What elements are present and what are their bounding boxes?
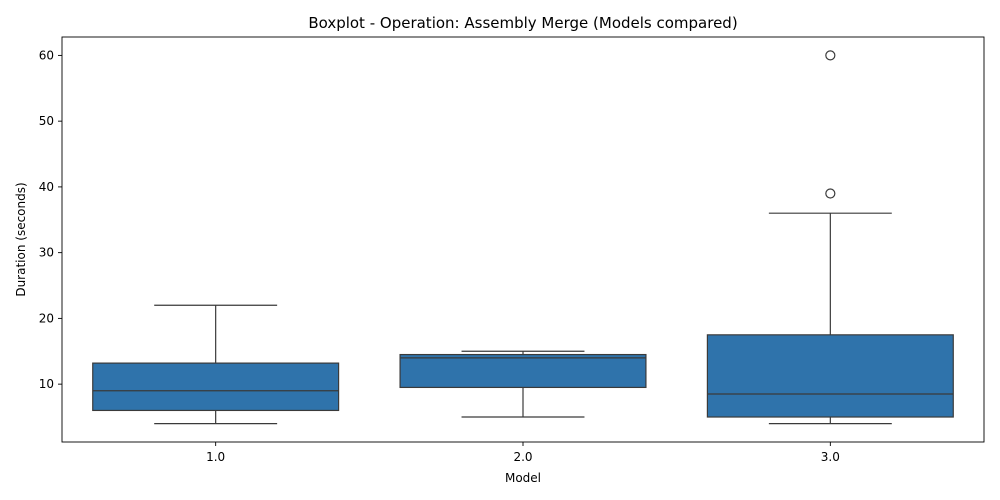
y-tick-label: 10: [39, 377, 54, 391]
iqr-box: [399, 353, 647, 389]
x-tick-label: 1.0: [206, 450, 225, 464]
box-group-model-2.0: [399, 350, 647, 418]
x-tick-label: 3.0: [821, 450, 840, 464]
y-tick-label: 30: [39, 246, 54, 260]
plot-area: [92, 50, 954, 425]
y-tick-label: 40: [39, 180, 54, 194]
y-axis-label: Duration (seconds): [14, 182, 28, 296]
box-group-model-1.0: [92, 304, 340, 425]
outlier-point: [825, 50, 836, 61]
x-axis-label: Model: [505, 471, 541, 485]
outlier-point: [825, 188, 836, 199]
chart-title: Boxplot - Operation: Assembly Merge (Mod…: [308, 14, 737, 32]
x-tick-label: 2.0: [513, 450, 532, 464]
iqr-box: [92, 362, 340, 412]
y-tick-label: 60: [39, 48, 54, 62]
y-tick-label: 20: [39, 311, 54, 325]
y-tick-label: 50: [39, 114, 54, 128]
x-axis: 1.0 2.0 3.0: [206, 442, 840, 464]
box-group-model-3.0: [706, 50, 954, 425]
iqr-box: [706, 334, 954, 418]
y-axis: 10 20 30 40 50 60: [39, 48, 62, 391]
